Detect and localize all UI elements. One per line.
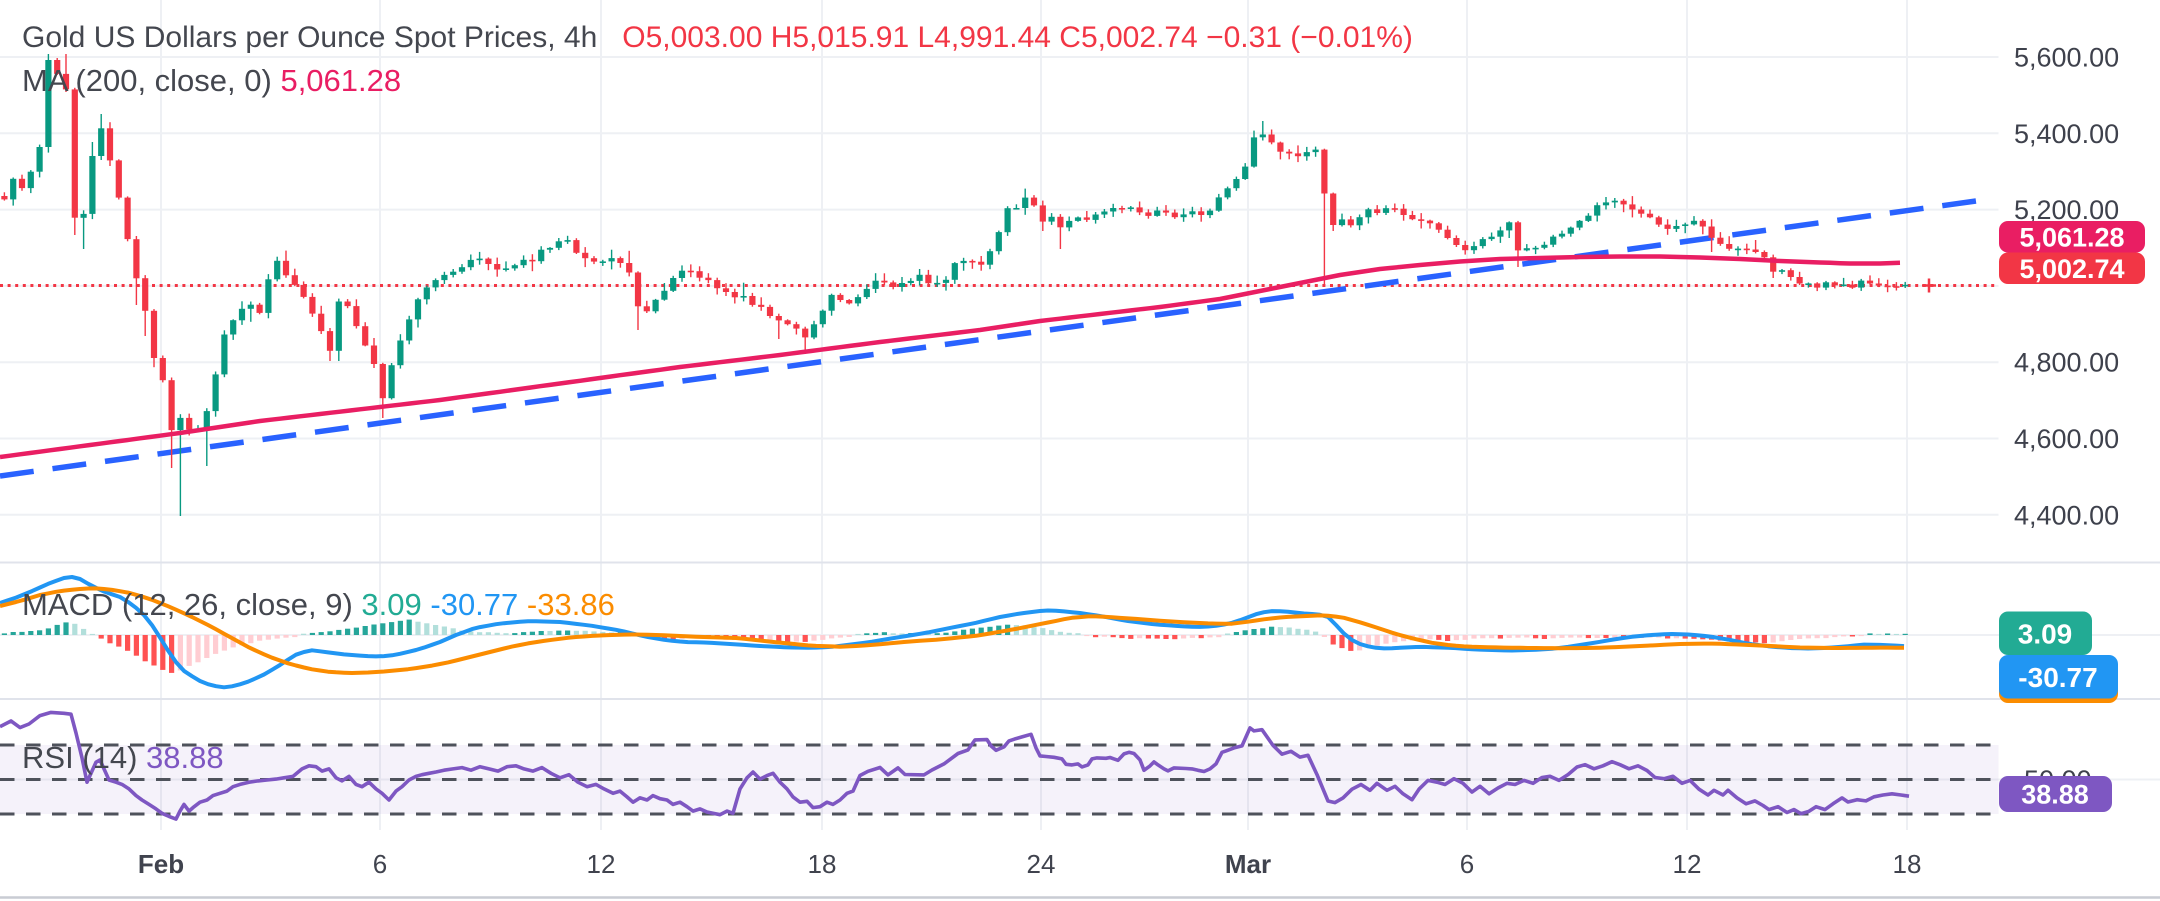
svg-text:RSI (14) 38.88: RSI (14) 38.88 xyxy=(22,740,224,775)
svg-text:MA (200, close, 0) 5,061.28: MA (200, close, 0) 5,061.28 xyxy=(22,63,401,98)
svg-text:12: 12 xyxy=(1673,849,1702,879)
svg-text:MACD (12, 26, close, 9) 3.09: MACD (12, 26, close, 9) 3.09 -30.77 -33.… xyxy=(22,587,615,622)
svg-text:12: 12 xyxy=(587,849,616,879)
svg-text:24: 24 xyxy=(1027,849,1056,879)
svg-text:5,061.28: 5,061.28 xyxy=(2019,222,2124,252)
svg-text:5,002.74: 5,002.74 xyxy=(2019,254,2124,284)
svg-text:Gold US Dollars per Ounce Spot: Gold US Dollars per Ounce Spot Prices, 4… xyxy=(22,21,1413,54)
svg-text:18: 18 xyxy=(808,849,837,879)
svg-text:6: 6 xyxy=(373,849,387,879)
svg-text:-30.77: -30.77 xyxy=(2018,662,2097,693)
svg-text:4,600.00: 4,600.00 xyxy=(2014,424,2119,454)
svg-text:Feb: Feb xyxy=(138,849,184,879)
svg-text:6: 6 xyxy=(1460,849,1474,879)
svg-text:3.09: 3.09 xyxy=(2018,618,2073,649)
svg-text:5,400.00: 5,400.00 xyxy=(2014,119,2119,149)
svg-text:5,600.00: 5,600.00 xyxy=(2014,43,2119,73)
svg-text:Mar: Mar xyxy=(1225,849,1271,879)
svg-text:5,200.00: 5,200.00 xyxy=(2014,195,2119,225)
svg-text:18: 18 xyxy=(1893,849,1922,879)
svg-text:4,400.00: 4,400.00 xyxy=(2014,500,2119,530)
svg-text:38.88: 38.88 xyxy=(2021,780,2089,810)
svg-text:4,800.00: 4,800.00 xyxy=(2014,348,2119,378)
